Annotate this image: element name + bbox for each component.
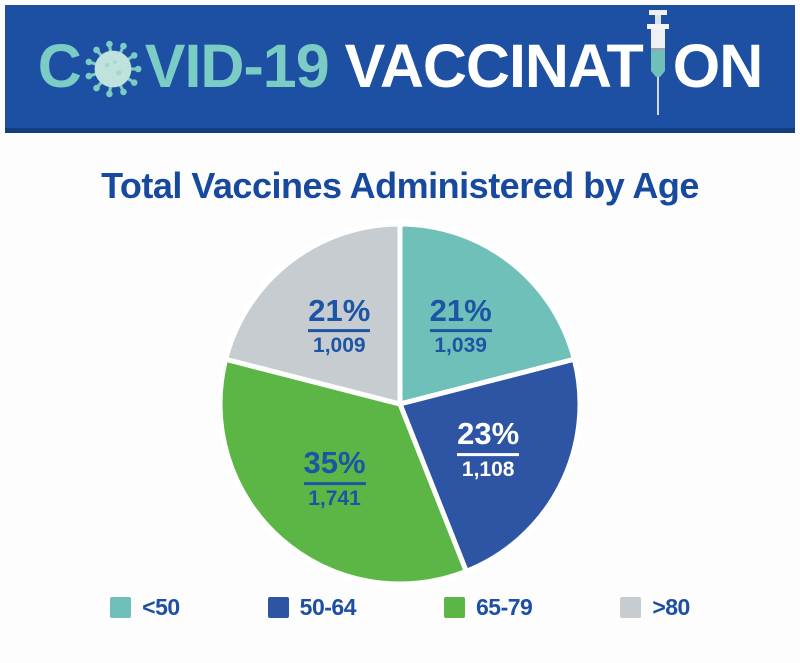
legend-swatch-icon xyxy=(110,597,132,618)
banner-covid-c: C xyxy=(37,32,82,100)
coronavirus-icon xyxy=(82,38,144,100)
pie-slice-<50 xyxy=(397,221,578,408)
legend-swatch-icon xyxy=(620,597,642,618)
legend-item-<50: <50 xyxy=(110,594,180,621)
legend-label: >80 xyxy=(652,594,690,620)
page-title: Total Vaccines Administered by Age xyxy=(101,165,699,206)
legend-swatch-icon xyxy=(267,597,289,618)
banner-covid-rest: VID-19 xyxy=(144,32,330,100)
header-banner: C VID-19 VACCINAT xyxy=(5,5,795,133)
banner-title: C VID-19 VACCINAT xyxy=(37,9,763,115)
pie-chart-svg xyxy=(217,221,583,587)
banner-vaccination-post: ON xyxy=(672,32,763,100)
pie-chart: 21% 1,039 23% 1,108 35% 1,741 21% 1,009 xyxy=(210,218,590,590)
legend-label: 65-79 xyxy=(476,594,533,620)
pie-slice-50-64 xyxy=(396,356,583,575)
pie-slice->80 xyxy=(222,221,403,408)
legend-item-65-79: 65-79 xyxy=(444,594,533,621)
legend-label: <50 xyxy=(142,594,180,620)
pie-slice-65-79 xyxy=(217,356,470,587)
legend-swatch-icon xyxy=(444,597,465,618)
legend-item-50-64: 50-64 xyxy=(267,594,357,621)
legend-item->80: >80 xyxy=(620,594,690,621)
syringe-icon xyxy=(645,9,671,115)
chart-legend: <50 50-64 65-79 >80 xyxy=(0,594,800,621)
banner-vaccination-pre: VACCINAT xyxy=(344,32,644,100)
legend-label: 50-64 xyxy=(299,594,357,620)
